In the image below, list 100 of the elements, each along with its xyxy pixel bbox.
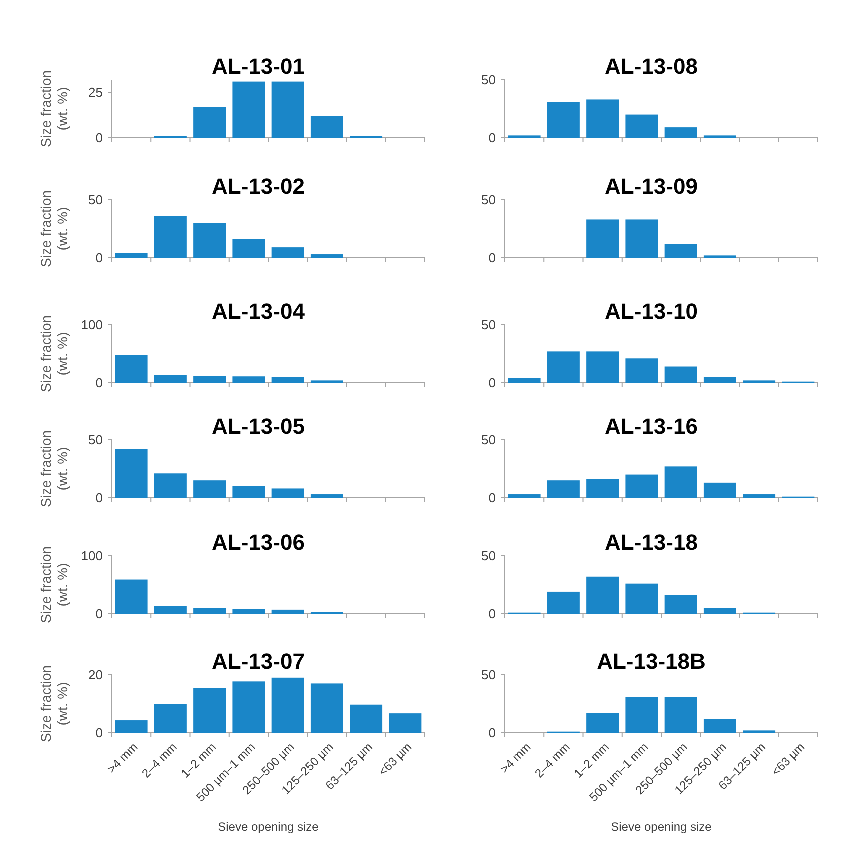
chart-title: AL-13-01 bbox=[212, 54, 305, 79]
y-tick-label: 0 bbox=[488, 376, 496, 391]
bar bbox=[586, 100, 620, 138]
x-axis-title: Sieve opening size bbox=[611, 820, 712, 834]
bar bbox=[547, 352, 580, 383]
y-tick-label: 0 bbox=[96, 606, 103, 622]
x-tick-label: >4 mm bbox=[498, 740, 534, 776]
bar bbox=[154, 216, 187, 258]
bar bbox=[704, 608, 736, 614]
bar bbox=[194, 107, 226, 138]
bar bbox=[586, 479, 620, 498]
y-tick-label: 50 bbox=[482, 318, 496, 333]
bar bbox=[232, 609, 266, 614]
chart-title: AL-13-02 bbox=[212, 174, 305, 199]
bar bbox=[272, 248, 304, 258]
bar bbox=[310, 254, 344, 258]
chart-title: AL-13-10 bbox=[605, 299, 698, 324]
y-tick-label: 25 bbox=[88, 85, 103, 100]
x-axis-title: Sieve opening size bbox=[218, 820, 320, 834]
chart-title: AL-13-16 bbox=[605, 414, 698, 439]
y-tick-label: 0 bbox=[488, 606, 496, 622]
y-tick-label: 50 bbox=[482, 548, 496, 564]
chart-title: AL-13-09 bbox=[605, 174, 698, 199]
bar bbox=[704, 377, 736, 383]
bar bbox=[115, 253, 148, 258]
bar bbox=[547, 102, 580, 138]
bar bbox=[626, 114, 658, 138]
chart-title: AL-13-08 bbox=[605, 54, 698, 79]
bar bbox=[664, 466, 698, 498]
bar bbox=[232, 239, 266, 258]
bar bbox=[232, 82, 266, 138]
bar bbox=[154, 704, 187, 733]
bar bbox=[704, 719, 736, 733]
y-tick-label: 50 bbox=[482, 192, 496, 208]
y-tick-label: 0 bbox=[96, 490, 103, 506]
bar bbox=[272, 678, 304, 733]
bar bbox=[664, 366, 698, 383]
bar bbox=[115, 355, 148, 383]
y-tick-label: 0 bbox=[488, 726, 496, 741]
bar bbox=[626, 697, 658, 733]
bar bbox=[508, 378, 541, 383]
bar bbox=[586, 576, 620, 614]
y-tick-label: 50 bbox=[482, 432, 496, 448]
x-tick-label: 2–4 mm bbox=[139, 740, 180, 781]
bar bbox=[272, 610, 304, 614]
y-tick-label: 0 bbox=[96, 376, 103, 391]
chart-title: AL-13-05 bbox=[212, 414, 305, 439]
bar bbox=[194, 688, 226, 733]
bar bbox=[272, 377, 304, 383]
x-tick-label: 2–4 mm bbox=[532, 740, 573, 781]
bar bbox=[626, 220, 658, 258]
bar bbox=[664, 128, 698, 138]
bar bbox=[194, 480, 226, 498]
bar bbox=[547, 480, 580, 498]
bar bbox=[310, 684, 344, 733]
bar bbox=[154, 606, 187, 614]
y-tick-label: 50 bbox=[482, 72, 496, 88]
chart-title: AL-13-18B bbox=[597, 649, 706, 674]
bar bbox=[194, 608, 226, 614]
x-tick-label: <63 µm bbox=[376, 740, 415, 779]
y-axis-title: Size fraction (wt. %) bbox=[38, 546, 70, 624]
bar bbox=[664, 244, 698, 258]
bar bbox=[310, 494, 344, 498]
bar bbox=[664, 697, 698, 733]
chart-title: AL-13-04 bbox=[212, 299, 306, 324]
bar bbox=[232, 682, 266, 733]
bar bbox=[389, 714, 422, 733]
bar bbox=[115, 580, 148, 614]
y-axis-title: Size fraction (wt. %) bbox=[38, 70, 70, 148]
y-tick-label: 50 bbox=[482, 668, 496, 683]
bar bbox=[310, 116, 344, 138]
y-axis-title: Size fraction (wt. %) bbox=[38, 665, 70, 743]
bar bbox=[704, 482, 736, 498]
bar bbox=[272, 488, 304, 498]
y-tick-label: 100 bbox=[81, 318, 103, 333]
bar bbox=[194, 376, 226, 383]
y-tick-label: 0 bbox=[96, 726, 103, 741]
y-tick-label: 0 bbox=[96, 130, 103, 146]
y-tick-label: 0 bbox=[488, 130, 496, 146]
y-axis-title: Size fraction (wt. %) bbox=[38, 190, 70, 268]
y-tick-label: 50 bbox=[88, 432, 103, 448]
bar bbox=[586, 220, 620, 258]
y-tick-label: 0 bbox=[96, 250, 103, 266]
bar bbox=[664, 595, 698, 614]
y-tick-label: 50 bbox=[88, 192, 103, 208]
bar bbox=[154, 474, 187, 498]
bar bbox=[154, 375, 187, 383]
bar bbox=[232, 486, 266, 498]
chart-title: AL-13-06 bbox=[212, 530, 305, 555]
bar bbox=[626, 358, 658, 383]
bar bbox=[547, 592, 580, 614]
bar bbox=[115, 449, 148, 498]
bar bbox=[626, 474, 658, 498]
chart-title: AL-13-07 bbox=[212, 649, 305, 674]
y-tick-label: 20 bbox=[88, 668, 103, 683]
y-tick-label: 100 bbox=[81, 548, 103, 564]
bar bbox=[194, 223, 226, 258]
bar bbox=[586, 352, 620, 383]
y-tick-label: 0 bbox=[488, 490, 496, 506]
chart-title: AL-13-18 bbox=[605, 530, 698, 555]
